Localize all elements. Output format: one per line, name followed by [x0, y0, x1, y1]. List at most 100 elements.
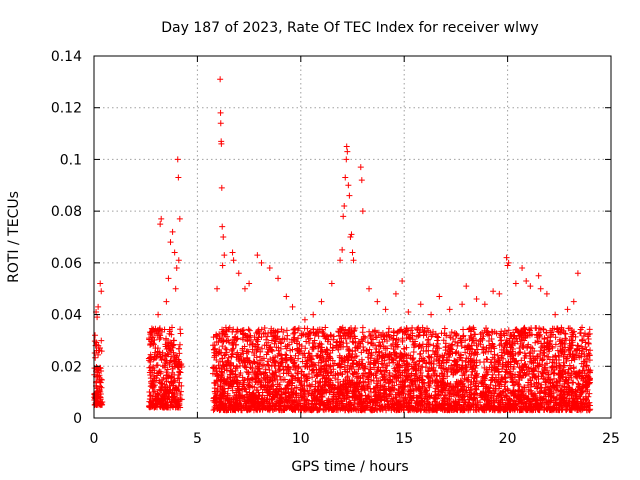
data-point	[579, 337, 586, 344]
data-point	[564, 306, 571, 313]
data-point	[164, 404, 171, 411]
data-point	[174, 156, 181, 163]
data-point	[570, 379, 577, 386]
data-point	[158, 215, 165, 222]
data-point	[163, 352, 170, 359]
data-point	[584, 353, 591, 360]
data-point	[315, 380, 322, 387]
data-point	[330, 333, 337, 340]
data-point	[343, 156, 350, 163]
data-point	[416, 351, 423, 358]
data-point	[228, 347, 235, 354]
data-point	[514, 338, 521, 345]
data-point	[444, 379, 451, 386]
data-point	[469, 346, 476, 353]
data-point	[158, 398, 165, 405]
data-point	[527, 283, 534, 290]
data-points	[91, 76, 594, 414]
data-point	[317, 348, 324, 355]
data-point	[409, 332, 416, 339]
data-point	[171, 249, 178, 256]
data-point	[512, 280, 519, 287]
data-point	[586, 357, 593, 364]
data-point	[158, 387, 165, 394]
data-point	[343, 143, 350, 150]
data-point	[147, 354, 154, 361]
data-point	[349, 338, 356, 345]
data-point	[283, 293, 290, 300]
data-point	[322, 335, 329, 342]
data-point	[378, 360, 385, 367]
data-point	[178, 363, 185, 370]
data-point	[312, 362, 319, 369]
data-point	[161, 356, 168, 363]
data-point	[274, 352, 281, 359]
data-point	[481, 301, 488, 308]
data-point	[377, 368, 384, 375]
data-point	[159, 363, 166, 370]
data-point	[254, 252, 261, 259]
data-point	[178, 388, 184, 395]
data-point	[483, 325, 490, 332]
data-point	[343, 343, 350, 350]
data-point	[460, 332, 467, 339]
data-point	[258, 259, 265, 266]
data-point	[503, 254, 510, 261]
data-point	[246, 382, 253, 389]
data-point	[217, 358, 224, 365]
data-point	[284, 332, 291, 339]
data-point	[275, 275, 282, 282]
data-point	[489, 340, 496, 347]
data-point	[153, 362, 160, 369]
data-point	[585, 340, 592, 347]
data-point	[176, 379, 183, 386]
data-point	[342, 174, 349, 181]
data-point	[446, 391, 453, 398]
data-point	[214, 285, 221, 292]
data-point	[153, 353, 160, 360]
data-point	[423, 331, 430, 338]
data-point	[301, 316, 308, 323]
data-point	[266, 265, 273, 272]
data-point	[382, 306, 389, 313]
data-point	[147, 396, 154, 403]
data-point	[433, 372, 440, 379]
data-point	[163, 345, 170, 352]
data-point	[304, 387, 311, 394]
data-point	[147, 371, 154, 378]
data-point	[462, 368, 469, 375]
data-point	[176, 215, 183, 222]
data-point	[97, 376, 104, 383]
data-point	[168, 347, 175, 354]
data-point	[525, 388, 532, 395]
data-point	[409, 383, 416, 390]
data-point	[335, 346, 342, 353]
data-point	[491, 351, 498, 358]
data-point	[178, 396, 185, 403]
data-point	[486, 332, 493, 339]
data-point	[396, 357, 403, 364]
data-point	[537, 285, 544, 292]
data-point	[152, 349, 158, 356]
data-point	[460, 326, 467, 333]
data-point	[172, 285, 179, 292]
data-point	[228, 368, 235, 375]
data-point	[382, 351, 389, 358]
data-point	[326, 364, 333, 371]
data-point	[434, 337, 441, 344]
data-point	[95, 351, 102, 358]
data-point	[230, 257, 237, 264]
data-point	[535, 272, 542, 279]
data-point	[586, 369, 593, 376]
data-point	[425, 336, 432, 343]
data-point	[164, 366, 171, 373]
data-point	[527, 344, 534, 351]
data-point	[490, 288, 497, 295]
data-point	[150, 340, 157, 347]
data-point	[147, 351, 154, 358]
data-point	[91, 338, 98, 345]
data-point	[534, 359, 541, 366]
data-point	[304, 325, 311, 332]
data-point	[221, 252, 228, 259]
data-point	[463, 389, 470, 396]
